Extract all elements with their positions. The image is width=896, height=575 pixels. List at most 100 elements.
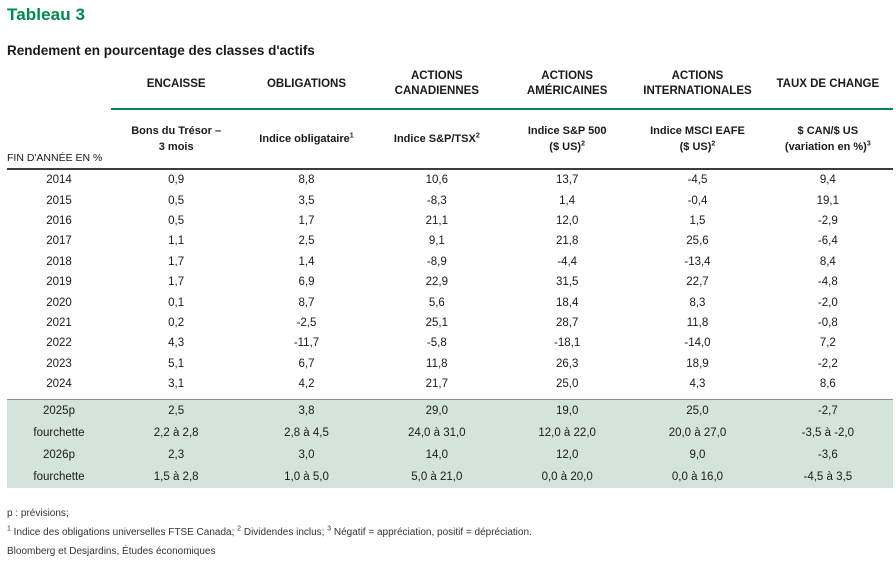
value-cell: 0,2 xyxy=(168,316,185,329)
forecast-row: fourchette 2,2 à 2,8 2,8 à 4,5 24,0 à 31,0 1… xyxy=(7,422,893,445)
value-cell: 20,0 à 27,0 xyxy=(632,422,763,445)
column-group-header: OBLIGATIONS xyxy=(241,63,372,110)
footnote-ref: 2 xyxy=(711,140,716,148)
column-sub-header: Indice obligataire1 xyxy=(241,109,372,170)
column-sub-header: $ CAN/$ US (variation en %)3 xyxy=(762,109,893,170)
column-group-header: ACTIONS CANADIENNES xyxy=(371,63,502,110)
historical-row: 2020 0,1 8,7 5,6 18,4 8,3 -2,0 xyxy=(7,292,893,312)
value-cell: 8,3 xyxy=(689,296,706,309)
historical-row: 2014 0,9 8,8 10,6 13,7 -4,5 9,4 xyxy=(7,169,893,190)
footnote-ref: 2 xyxy=(475,132,480,140)
value-cell: 25,0 xyxy=(555,378,579,391)
row-label: 2019 xyxy=(46,276,72,289)
value-cell: 6,9 xyxy=(298,276,315,289)
value-cell: 0,5 xyxy=(168,214,185,227)
value-cell: 18,4 xyxy=(555,296,579,309)
value-cell: 8,8 xyxy=(298,174,315,187)
value-cell: -2,0 xyxy=(817,296,838,309)
value-cell: 14,0 xyxy=(371,444,502,467)
value-cell: 8,4 xyxy=(819,255,836,268)
column-group-header: TAUX DE CHANGE xyxy=(762,63,893,110)
value-cell: 21,8 xyxy=(555,235,579,248)
footnote-marker: 1 xyxy=(7,525,11,533)
forecast-row: 2025p 2,5 3,8 29,0 19,0 25,0 -2,7 xyxy=(7,399,893,423)
value-cell: 2,5 xyxy=(111,399,242,423)
value-cell: 12,0 à 22,0 xyxy=(501,422,633,445)
separator-line xyxy=(7,394,893,401)
value-cell: -8,3 xyxy=(426,194,447,207)
value-cell: 5,1 xyxy=(168,357,185,370)
value-cell: 12,0 xyxy=(501,444,633,467)
footnote-previsions: p : prévisions; xyxy=(7,508,69,520)
value-cell: 21,7 xyxy=(425,378,449,391)
value-cell: 2,2 à 2,8 xyxy=(111,422,242,445)
value-cell: 21,1 xyxy=(425,214,449,227)
row-label: 2024 xyxy=(46,378,72,391)
historical-row: 2024 3,1 4,2 21,7 25,0 4,3 8,6 xyxy=(7,374,893,394)
row-label: 2016 xyxy=(46,214,72,227)
value-cell: 19,0 xyxy=(501,399,633,423)
value-cell: 22,7 xyxy=(686,276,709,289)
footnote-ref: 3 xyxy=(866,140,871,148)
value-cell: -2,9 xyxy=(817,214,838,227)
row-label: 2022 xyxy=(46,337,72,350)
row-label: 2017 xyxy=(46,235,72,248)
column-group-header: ACTIONS INTERNATIONALES xyxy=(632,63,763,110)
value-cell: 25,1 xyxy=(425,316,449,329)
separator-row xyxy=(7,394,893,401)
value-cell: 25,6 xyxy=(686,235,709,248)
value-cell: 10,6 xyxy=(425,174,449,187)
value-cell: 2,8 à 4,5 xyxy=(241,422,372,445)
table-number-title: Tableau 3 xyxy=(7,5,86,24)
historical-row: 2019 1,7 6,9 22,9 31,5 22,7 -4,8 xyxy=(7,272,893,292)
value-cell: -4,8 xyxy=(817,276,838,289)
value-cell: 4,3 xyxy=(168,337,185,350)
value-cell: -2,2 xyxy=(817,357,838,370)
value-cell: 11,8 xyxy=(426,357,448,370)
value-cell: 25,0 xyxy=(632,399,763,423)
value-cell: 24,0 à 31,0 xyxy=(371,422,502,445)
row-label: 2026p xyxy=(7,444,111,467)
group-header-row: ENCAISSE OBLIGATIONS ACTIONS CANADIENNES AC… xyxy=(7,63,893,110)
historical-row: 2017 1,1 2,5 9,1 21,8 25,6 -6,4 xyxy=(7,231,893,251)
value-cell: -0,4 xyxy=(687,194,708,207)
value-cell: 3,5 xyxy=(298,194,315,207)
footnote-ref: 1 xyxy=(349,132,354,140)
value-cell: 1,5 à 2,8 xyxy=(111,466,242,489)
value-cell: 0,1 xyxy=(168,296,185,309)
row-label: 2025p xyxy=(7,399,111,423)
value-cell: 4,2 xyxy=(298,378,315,391)
value-cell: 0,5 xyxy=(168,194,185,207)
historical-row: 2016 0,5 1,7 21,1 12,0 1,5 -2,9 xyxy=(7,211,893,231)
value-cell: -8,9 xyxy=(426,255,447,268)
value-cell: -6,4 xyxy=(817,235,838,248)
historical-row: 2022 4,3 -11,7 -5,8 -18,1 -14,0 7,2 xyxy=(7,333,893,353)
row-label: fourchette xyxy=(7,466,111,489)
source-line: Bloomberg et Desjardins, Études économiq… xyxy=(7,546,216,558)
value-cell: -4,4 xyxy=(557,255,578,268)
historical-row: 2023 5,1 6,7 11,8 26,3 18,9 -2,2 xyxy=(7,354,893,374)
value-cell: 1,7 xyxy=(298,214,315,227)
value-cell: 6,7 xyxy=(298,357,315,370)
value-cell: 5,6 xyxy=(428,296,445,309)
historical-row: 2015 0,5 3,5 -8,3 1,4 -0,4 19,1 xyxy=(7,190,893,210)
asset-returns-table: ENCAISSE OBLIGATIONS ACTIONS CANADIENNES AC… xyxy=(7,63,893,489)
value-cell: 19,1 xyxy=(816,194,840,207)
value-cell: 1,7 xyxy=(168,255,185,268)
value-cell: 0,9 xyxy=(168,174,185,187)
historical-row: 2021 0,2 -2,5 25,1 28,7 11,8 -0,8 xyxy=(7,313,893,333)
row-label: 2015 xyxy=(46,194,72,207)
row-label: fourchette xyxy=(7,422,111,445)
value-cell: 9,4 xyxy=(819,174,836,187)
row-label: 2018 xyxy=(46,255,72,268)
value-cell: 1,7 xyxy=(168,276,185,289)
value-cell: -14,0 xyxy=(684,337,711,350)
value-cell: 7,2 xyxy=(819,337,836,350)
value-cell: 2,5 xyxy=(298,235,315,248)
corner-cell xyxy=(7,63,111,109)
value-cell: -4,5 xyxy=(687,174,708,187)
value-cell: 31,5 xyxy=(555,276,579,289)
value-cell: 0,0 à 20,0 xyxy=(501,466,633,489)
column-group-header: ENCAISSE xyxy=(111,63,242,110)
historical-rows-body: 2014 0,9 8,8 10,6 13,7 -4,5 9,4 2015 0,5 3,5 -8,3 1… xyxy=(7,169,893,394)
